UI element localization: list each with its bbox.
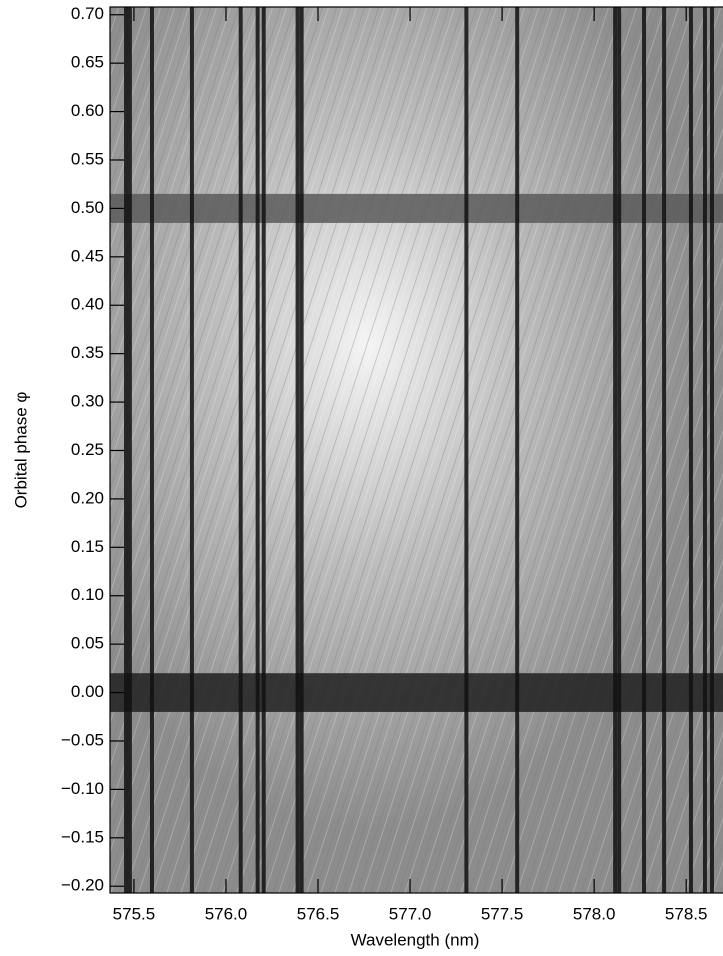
y-tick-label: 0.05: [71, 634, 104, 653]
y-tick-label: 0.70: [71, 4, 104, 23]
y-tick-label: 0.30: [71, 392, 104, 411]
y-tick-label: −0.10: [61, 779, 104, 798]
y-tick-label: 0.25: [71, 440, 104, 459]
spectral-line: [238, 7, 243, 893]
spectral-line: [464, 7, 469, 893]
spectral-line: [261, 7, 266, 893]
x-tick-label: 578.5: [665, 904, 708, 923]
spectral-line: [613, 7, 618, 893]
y-axis-label: Orbital phase φ: [11, 392, 30, 509]
spectral-line: [299, 7, 304, 893]
spectral-line: [149, 7, 154, 893]
y-tick-label: −0.15: [61, 827, 104, 846]
y-tick-label: 0.50: [71, 198, 104, 217]
x-tick-label: 575.5: [113, 904, 156, 923]
phase-band: [110, 673, 723, 712]
spectral-line: [295, 7, 300, 893]
spectral-line: [515, 7, 520, 893]
y-tick-label: 0.00: [71, 682, 104, 701]
y-tick-label: 0.35: [71, 343, 104, 362]
x-tick-label: 578.0: [573, 904, 616, 923]
spectral-line: [642, 7, 647, 893]
x-tick-label: 576.5: [297, 904, 340, 923]
spectral-line: [688, 7, 693, 893]
y-tick-label: 0.55: [71, 149, 104, 168]
spectral-line: [124, 7, 129, 893]
y-tick-label: 0.65: [71, 53, 104, 72]
y-tick-label: −0.20: [61, 876, 104, 895]
y-tick-label: 0.20: [71, 488, 104, 507]
x-tick-label: 577.5: [481, 904, 524, 923]
x-axis-label: Wavelength (nm): [351, 930, 480, 949]
phase-band: [110, 193, 723, 223]
spectral-line: [127, 7, 132, 893]
x-tick-label: 577.0: [389, 904, 432, 923]
spectral-line: [702, 7, 707, 893]
y-tick-label: 0.10: [71, 585, 104, 604]
spectral-line: [255, 7, 260, 893]
spectral-line: [189, 7, 194, 893]
marks: [110, 7, 723, 893]
spectral-line: [662, 7, 667, 893]
spectral-line: [617, 7, 622, 893]
y-tick-label: −0.05: [61, 730, 104, 749]
y-tick-label: 0.15: [71, 537, 104, 556]
plot-texture: [110, 7, 723, 893]
y-tick-label: 0.60: [71, 101, 104, 120]
y-tick-label: 0.40: [71, 295, 104, 314]
spectral-line: [709, 7, 714, 893]
y-tick-label: 0.45: [71, 246, 104, 265]
x-tick-label: 576.0: [205, 904, 248, 923]
